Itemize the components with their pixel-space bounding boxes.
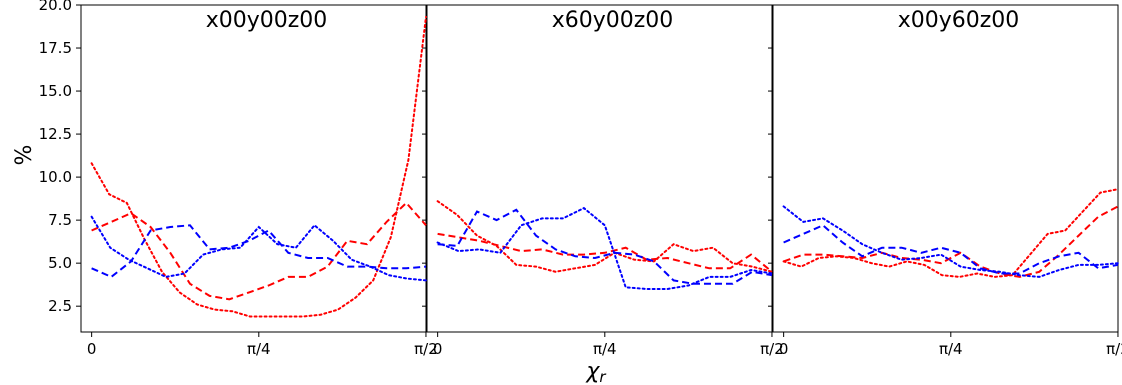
panel-1-title: x00y00z00 [206,8,328,33]
y-tick-label: 20.0 [39,0,72,14]
panel-1-series-red-dashed [91,201,427,301]
axes-layer [76,4,1119,337]
panel-3-x-tick-label: π/4 [939,340,963,358]
panel-3-series-red-dotted [782,188,1119,278]
y-tick-label: 7.5 [48,211,72,229]
panel-1-x-tick-label: 0 [87,340,97,358]
x-axis-label: χr [585,359,606,385]
panel-2-frame [426,4,773,333]
panel-2-x-tick-label: π/4 [593,340,617,358]
panel-1-frame [80,4,427,333]
panel-3-series-red-dashed [783,205,1119,278]
panel-2-series-red-dotted [436,200,773,273]
panel-3-title: x00y60z00 [898,8,1020,33]
y-tick-label: 2.5 [48,297,72,315]
y-axis-label: % [12,145,37,166]
panel-3-x-tick-label: 0 [779,340,789,358]
panel-2-title: x60y00z00 [552,8,674,33]
y-tick-label: 12.5 [39,125,72,143]
panel-3-x-tick-label: π/2 [1106,340,1122,358]
panel-2-series-red-dashed [437,232,773,273]
y-tick-label: 10.0 [39,168,72,186]
panel-3-frame [772,4,1119,333]
y-tick-label: 15.0 [39,82,72,100]
panel-3-series-blue-dotted [782,205,1119,278]
x-axis-label-base: χ [585,359,600,384]
panel-2-x-tick-label: π/2 [760,340,784,358]
panel-1-x-tick-label: π/2 [414,340,438,358]
text-layer: % χr 0 π/4 π/2 2.5 5.0 7.5 10.0 12.5 15.0 17.5 20.… [12,0,1122,385]
y-tick-label: 17.5 [39,39,72,57]
panel-1-x-tick-label: π/4 [247,340,271,358]
panel-1-series-blue-dotted [90,215,427,282]
panel-2-series-blue-dashed [437,208,773,285]
x-axis-label-subscript: r [599,368,606,385]
series-layer [90,16,1119,318]
panel-1-series-red-dotted [90,16,427,318]
panel-2-series-blue-dotted [436,206,773,290]
panel-3-series-blue-dashed [783,224,1119,275]
y-tick-label: 5.0 [48,254,72,272]
panel-1-series-blue-dashed [91,224,427,279]
panel-2-x-tick-label: 0 [433,340,443,358]
